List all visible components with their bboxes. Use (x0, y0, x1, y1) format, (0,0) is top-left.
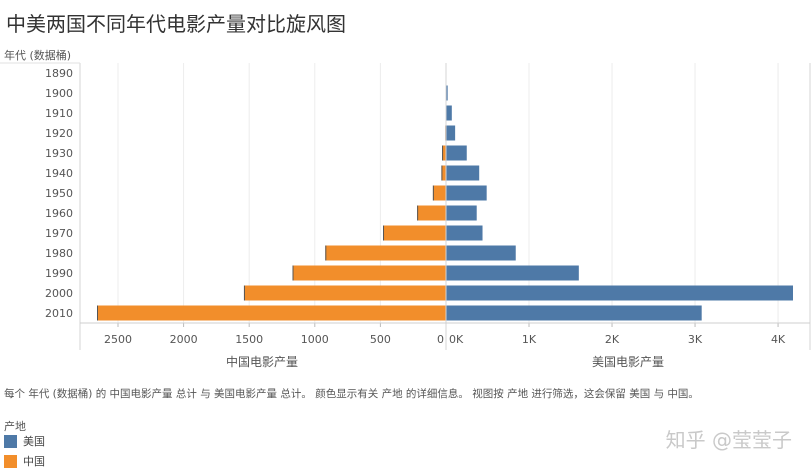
bar-usa-1960[interactable] (446, 205, 477, 221)
right-tick-label-0: 0K (449, 333, 464, 346)
left-tick-label-500: 500 (370, 333, 391, 346)
category-label-1970: 1970 (45, 227, 73, 240)
bar-usa-1990[interactable] (446, 265, 579, 281)
legend-swatch-china (4, 454, 17, 468)
bar-usa-1930[interactable] (446, 145, 467, 161)
bar-usa-1900[interactable] (446, 85, 448, 101)
bar-usa-1920[interactable] (446, 125, 456, 141)
left-tick-label-2000: 2000 (170, 333, 198, 346)
right-tick-label-3000: 3K (688, 333, 703, 346)
bar-china-1930[interactable] (442, 145, 446, 161)
legend-label-china: 中国 (23, 455, 45, 468)
bar-china-1960[interactable] (417, 205, 446, 221)
legend-item-usa[interactable]: 美国 (4, 434, 45, 448)
chart-caption: 每个 年代 (数据桶) 的 中国电影产量 总计 与 美国电影产量 总计。 颜色显… (4, 388, 699, 400)
bar-usa-1940[interactable] (446, 165, 480, 181)
category-label-1890: 1890 (45, 67, 73, 80)
legend-swatch-usa (4, 434, 17, 448)
bar-china-1950[interactable] (432, 185, 446, 201)
category-label-1900: 1900 (45, 87, 73, 100)
bar-china-1980[interactable] (325, 245, 446, 261)
right-axis-label: 美国电影产量 (592, 355, 664, 369)
left-tick-label-0: 0 (437, 333, 444, 346)
right-tick-label-4000: 4K (771, 333, 786, 346)
category-label-1920: 1920 (45, 127, 73, 140)
bar-usa-1910[interactable] (446, 105, 452, 121)
bar-usa-1950[interactable] (446, 185, 487, 201)
category-label-2000: 2000 (45, 287, 73, 300)
left-tick-label-1000: 1000 (301, 333, 329, 346)
bar-usa-1980[interactable] (446, 245, 516, 261)
category-label-1910: 1910 (45, 107, 73, 120)
left-tick-label-2500: 2500 (104, 333, 132, 346)
legend-label-usa: 美国 (23, 435, 45, 448)
right-tick-label-1000: 1K (522, 333, 537, 346)
category-label-1940: 1940 (45, 167, 73, 180)
right-tick-label-2000: 2K (605, 333, 620, 346)
category-label-1960: 1960 (45, 207, 73, 220)
left-tick-label-1500: 1500 (235, 333, 263, 346)
watermark: 知乎 @莹莹子 (665, 428, 792, 452)
bar-usa-2000[interactable] (446, 285, 793, 301)
bar-china-1940[interactable] (441, 165, 446, 181)
legend-item-china[interactable]: 中国 (4, 454, 45, 468)
y-axis-header: 年代 (数据桶) (4, 49, 72, 62)
category-label-2010: 2010 (45, 307, 73, 320)
category-label-1930: 1930 (45, 147, 73, 160)
bar-china-1970[interactable] (383, 225, 446, 241)
page-title: 中美两国不同年代电影产量对比旋风图 (6, 12, 346, 36)
bar-china-2000[interactable] (243, 285, 446, 301)
category-label-1990: 1990 (45, 267, 73, 280)
legend-title: 产地 (4, 420, 26, 433)
category-label-1950: 1950 (45, 187, 73, 200)
bar-china-2010[interactable] (97, 305, 446, 321)
bar-usa-2010[interactable] (446, 305, 702, 321)
bar-china-1990[interactable] (292, 265, 446, 281)
left-axis-label: 中国电影产量 (226, 354, 298, 369)
bar-usa-1970[interactable] (446, 225, 483, 241)
butterfly-chart: 1890 1900 1910 1920 1930 1940 1950 1960 1970 1980… (0, 62, 811, 369)
category-label-1980: 1980 (45, 247, 73, 260)
